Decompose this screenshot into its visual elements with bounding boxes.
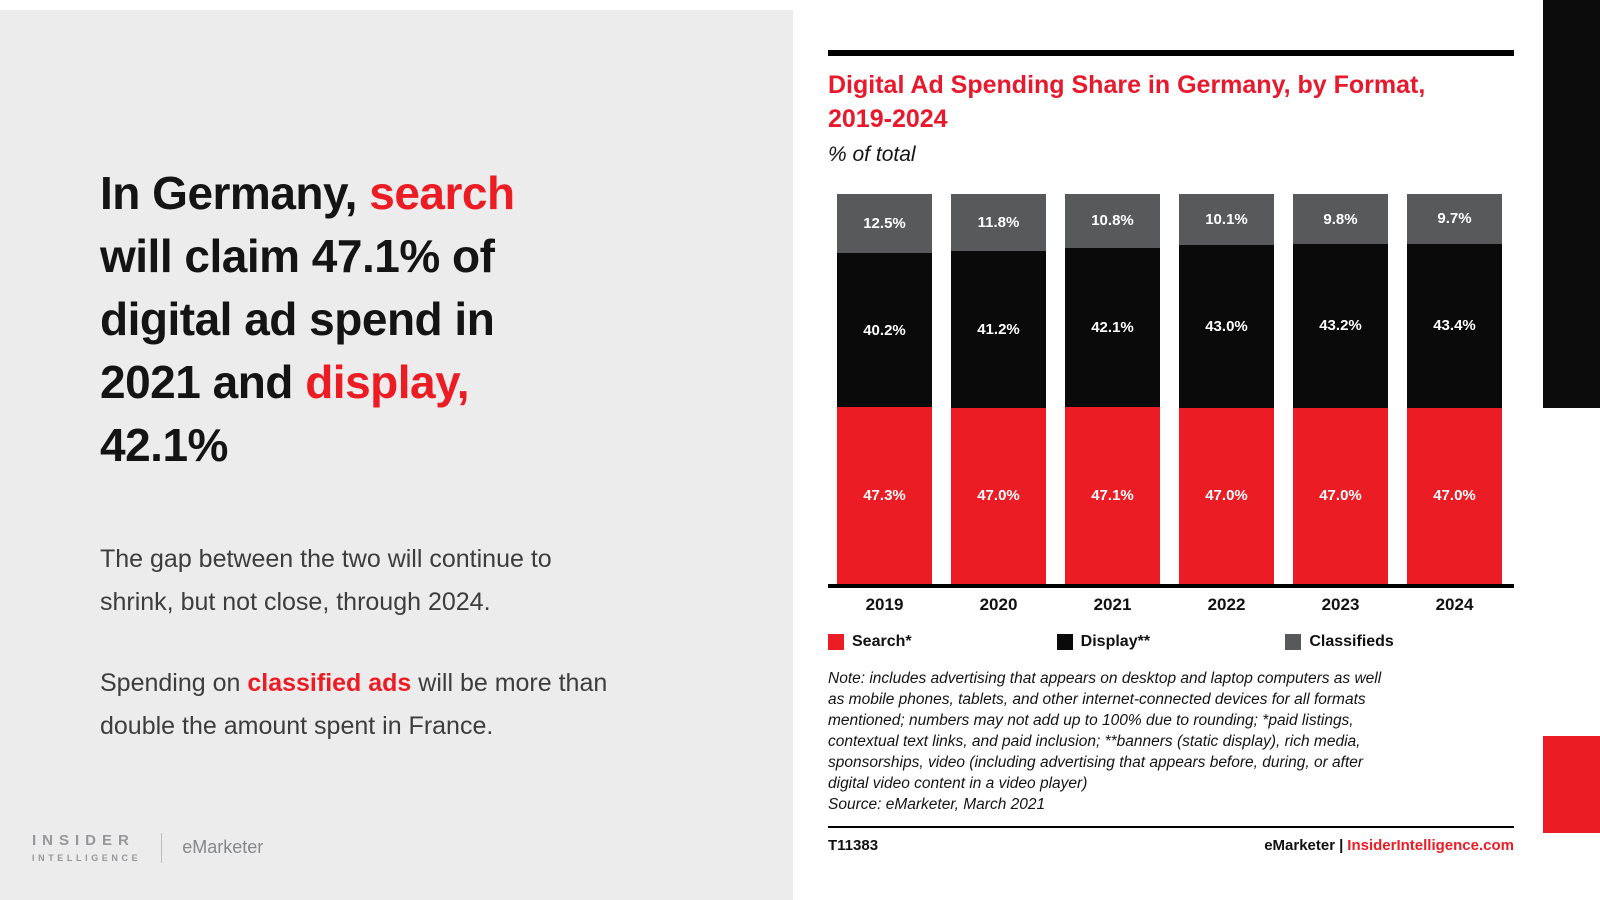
bar-segment-2024-Search*: 47.0% xyxy=(1407,407,1502,584)
bar-segment-2022-Search*: 47.0% xyxy=(1179,407,1274,584)
bar-stack-2021: 10.8% 42.1% 47.1% xyxy=(1065,194,1160,584)
bar-column-2020: 11.8% 41.2% 47.0% xyxy=(951,194,1046,584)
footer-brand-line: eMarketer | InsiderIntelligence.com xyxy=(1264,837,1514,854)
insider-logo-text: INSIDER INTELLIGENCE xyxy=(32,832,141,863)
note-text: Note: includes advertising that appears … xyxy=(828,670,1382,813)
footer-brand: eMarketer xyxy=(1264,837,1336,854)
bar-segment-2019-Search*: 47.3% xyxy=(837,406,932,584)
emarketer-logo-text: eMarketer xyxy=(182,837,264,857)
bar-value-label: 42.1% xyxy=(1091,318,1134,336)
legend-item-Display**: Display** xyxy=(1056,633,1286,651)
bar-segment-2021-Display**: 42.1% xyxy=(1065,247,1160,408)
bar-value-label: 47.0% xyxy=(977,487,1020,505)
bar-value-label: 47.0% xyxy=(1205,487,1248,505)
logo-divider xyxy=(161,832,163,863)
bar-value-label: 43.0% xyxy=(1205,318,1248,336)
bar-value-label: 47.0% xyxy=(1319,487,1362,505)
bar-value-label: 41.2% xyxy=(977,320,1020,338)
x-axis-label-2019: 2019 xyxy=(865,595,904,614)
bar-value-label: 12.5% xyxy=(863,215,906,233)
bar-segment-2021-Classifieds: 10.8% xyxy=(1065,194,1160,248)
insider-logo-line1: INSIDER xyxy=(32,832,135,849)
bar-segment-2020-Display**: 41.2% xyxy=(951,251,1046,408)
legend-item-Search*: Search* xyxy=(828,633,1057,651)
bar-segment-2023-Classifieds: 9.8% xyxy=(1293,194,1388,245)
bar-segment-2019-Classifieds: 12.5% xyxy=(837,194,932,254)
right-edge-black-bar xyxy=(1543,0,1600,408)
bar-value-label: 43.2% xyxy=(1319,317,1362,335)
insider-intelligence-logo: INSIDER INTELLIGENCE eMarketer xyxy=(32,832,263,863)
legend: Search* Display** Classifieds xyxy=(828,633,1514,651)
legend-label-Display**: Display** xyxy=(1080,633,1151,650)
bar-stack-2019: 12.5% 40.2% 47.3% xyxy=(837,194,932,584)
bar-column-2021: 10.8% 42.1% 47.1% xyxy=(1065,194,1160,584)
bar-value-label: 11.8% xyxy=(977,214,1020,231)
bar-stack-2024: 9.7% 43.4% 47.0% xyxy=(1407,194,1502,584)
paragraph-gap: The gap between the two will continue to… xyxy=(100,545,552,616)
bar-column-2024: 9.7% 43.4% 47.0% xyxy=(1407,194,1502,584)
bar-plot: 12.5% 40.2% 47.3% 11.8% 41.2% 47.0% 10.8% 42.1%… xyxy=(828,194,1514,584)
bar-stack-2020: 11.8% 41.2% 47.0% xyxy=(951,194,1046,584)
bar-column-2019: 12.5% 40.2% 47.3% xyxy=(837,194,932,584)
legend-item-Classifieds: Classifieds xyxy=(1285,633,1514,651)
bar-segment-2024-Display**: 43.4% xyxy=(1407,243,1502,408)
bar-value-label: 9.8% xyxy=(1323,210,1358,228)
chart-panel: Digital Ad Spending Share in Germany, by… xyxy=(828,0,1514,854)
bar-segment-2019-Display**: 40.2% xyxy=(837,253,932,407)
legend-swatch-Classifieds xyxy=(1285,634,1302,650)
bar-segment-2023-Display**: 43.2% xyxy=(1293,244,1388,408)
bar-value-label: 43.4% xyxy=(1433,317,1476,335)
bar-value-label: 47.1% xyxy=(1091,487,1134,505)
bar-value-label: 47.3% xyxy=(863,486,906,504)
bar-value-label: 10.8% xyxy=(1091,212,1134,230)
legend-swatch-Display** xyxy=(1056,634,1073,650)
bar-stack-2022: 10.1% 43.0% 47.0% xyxy=(1179,194,1274,584)
headline: In Germany, search will claim 47.1% of dig… xyxy=(100,167,515,471)
bar-value-label: 40.2% xyxy=(863,321,906,339)
bar-segment-2023-Search*: 47.0% xyxy=(1293,407,1388,584)
bar-value-label: 9.7% xyxy=(1437,210,1472,228)
footer-site-link[interactable]: InsiderIntelligence.com xyxy=(1347,837,1514,854)
bar-value-label: 47.0% xyxy=(1433,487,1476,505)
insider-logo-line2: INTELLIGENCE xyxy=(32,853,142,863)
chart-id: T11383 xyxy=(828,837,879,854)
chart-subtitle: % of total xyxy=(828,143,916,166)
x-axis-label-2023: 2023 xyxy=(1321,595,1360,614)
bar-column-2022: 10.1% 43.0% 47.0% xyxy=(1179,194,1274,584)
right-edge-red-square xyxy=(1543,736,1600,833)
bar-segment-2022-Display**: 43.0% xyxy=(1179,245,1274,408)
legend-label-Classifieds: Classifieds xyxy=(1309,633,1394,650)
x-axis-label-2022: 2022 xyxy=(1207,595,1246,614)
bar-stack-2023: 9.8% 43.2% 47.0% xyxy=(1293,194,1388,584)
top-rule xyxy=(828,50,1514,56)
bar-segment-2022-Classifieds: 10.1% xyxy=(1179,194,1274,246)
footer-separator: | xyxy=(1339,837,1344,854)
bar-value-label: 10.1% xyxy=(1205,211,1248,229)
legend-swatch-Search* xyxy=(828,634,844,650)
bar-segment-2020-Classifieds: 11.8% xyxy=(951,194,1046,251)
x-axis-label-2021: 2021 xyxy=(1093,595,1132,614)
x-axis-line xyxy=(828,584,1514,588)
legend-label-Search*: Search* xyxy=(852,633,912,650)
x-axis-label-2024: 2024 xyxy=(1435,595,1474,614)
x-axis-label-2020: 2020 xyxy=(979,595,1018,614)
bar-column-2023: 9.8% 43.2% 47.0% xyxy=(1293,194,1388,584)
bottom-rule xyxy=(828,826,1514,828)
bar-segment-2020-Search*: 47.0% xyxy=(951,407,1046,584)
left-text-panel: In Germany, search will claim 47.1% of dig… xyxy=(0,10,793,900)
chart-title: Digital Ad Spending Share in Germany, by… xyxy=(828,71,1426,133)
bar-segment-2021-Search*: 47.1% xyxy=(1065,407,1160,584)
paragraph-classifieds: Spending on classified ads will be more … xyxy=(100,669,608,740)
footer-row: T11383 eMarketer | InsiderIntelligence.com xyxy=(828,837,1514,854)
x-axis-labels: 2019 2020 2021 2022 2023 2024 xyxy=(828,595,1514,615)
bar-segment-2024-Classifieds: 9.7% xyxy=(1407,194,1502,244)
